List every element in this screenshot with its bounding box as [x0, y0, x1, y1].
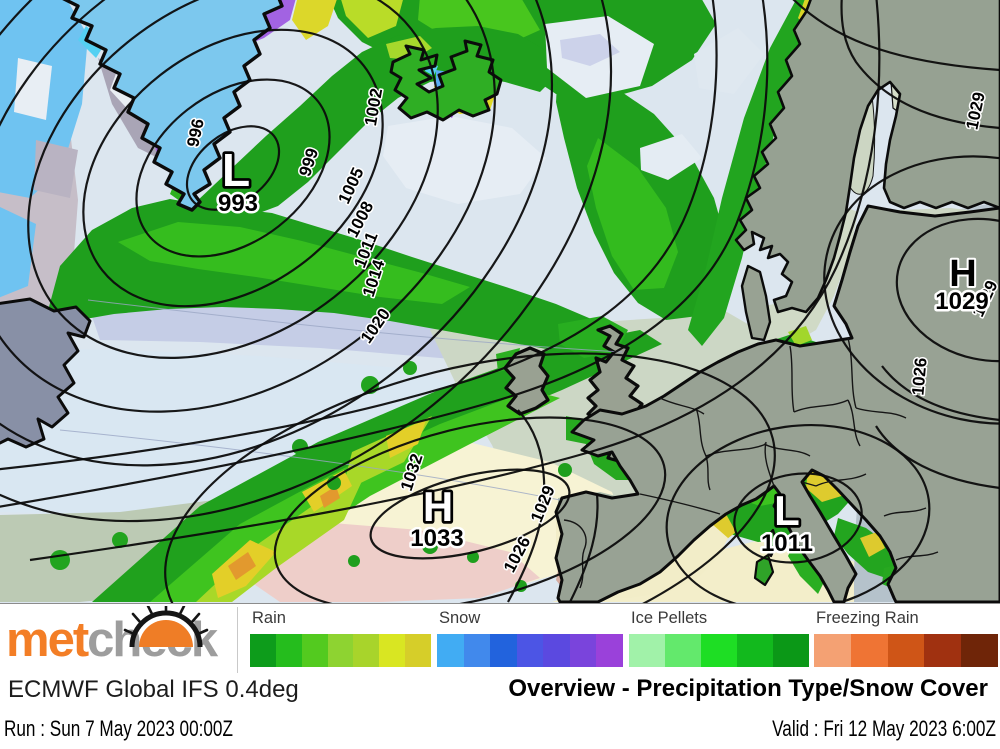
page-title: Overview - Precipitation Type/Snow Cover — [508, 675, 988, 702]
sun-icon — [123, 606, 209, 648]
legend-swatch — [275, 634, 302, 667]
legend-bar-1 — [437, 634, 624, 667]
weather-map: 996 999 1002 1005 1008 1011 1014 1020 1032 1029 10… — [0, 0, 1000, 603]
run-time: Run : Sun 7 May 2023 00:00Z — [4, 716, 233, 741]
pressure-center-letter: L — [222, 144, 250, 196]
legend-swatch — [405, 634, 432, 667]
legend-swatch — [463, 634, 491, 667]
legend-swatch — [301, 634, 328, 667]
legend-label-3: Freezing Rain — [816, 609, 919, 627]
legend-label-1: Snow — [439, 609, 481, 627]
pressure-center-letter: H — [949, 253, 976, 295]
legend-swatch — [250, 634, 276, 667]
legend-swatch — [327, 634, 354, 667]
model-name: ECMWF Global IFS 0.4deg — [8, 676, 299, 703]
legend-swatch — [737, 634, 773, 667]
legend-swatch — [490, 634, 517, 667]
valid-time: Valid : Fri 12 May 2023 6:00Z — [772, 716, 996, 741]
logo-divider — [237, 607, 238, 673]
legend-bar-3 — [814, 634, 998, 667]
legend-swatch — [665, 634, 701, 667]
legend-swatch — [961, 634, 998, 667]
legend-swatch — [814, 634, 851, 667]
legend-swatch — [543, 634, 570, 667]
legend-label-2: Ice Pellets — [631, 609, 708, 627]
legend-label-0: Rain — [252, 609, 286, 627]
legend-swatch — [353, 634, 380, 667]
isobar-label: 1026 — [908, 357, 930, 396]
legend-swatch — [773, 634, 809, 667]
legend-bar-2 — [629, 634, 809, 667]
legend-swatch — [437, 634, 464, 667]
legend-swatch — [516, 634, 544, 667]
pressure-center-value: 1011 — [761, 530, 813, 557]
info-panel: metcheck Rain Snow Ice Pellets Freezing Rai… — [0, 603, 1000, 749]
logo-met: met — [6, 613, 89, 667]
pressure-center-letter: L — [774, 487, 800, 534]
metcheck-logo[interactable]: metcheck — [6, 606, 218, 670]
legend-swatch — [569, 634, 597, 667]
legend-swatch — [379, 634, 406, 667]
pressure-center-value: 1033 — [410, 525, 463, 552]
isobars — [0, 0, 1000, 603]
forecast-map-svg: 9969991002100510081011101410201032102910… — [0, 0, 1000, 603]
sea-precipitation — [46, 0, 834, 602]
legend-swatch — [629, 634, 665, 667]
country-borders — [563, 337, 939, 589]
legend-swatch — [887, 634, 925, 667]
pressure-center-letter: H — [423, 483, 453, 530]
pressure-center-value: 993 — [218, 190, 258, 217]
legend-swatch — [596, 634, 624, 667]
legend-swatch — [701, 634, 737, 667]
legend-swatch — [924, 634, 962, 667]
legend-swatch — [850, 634, 888, 667]
pressure-center-value: 1029 — [935, 288, 988, 315]
legend-bar-0 — [250, 634, 432, 667]
